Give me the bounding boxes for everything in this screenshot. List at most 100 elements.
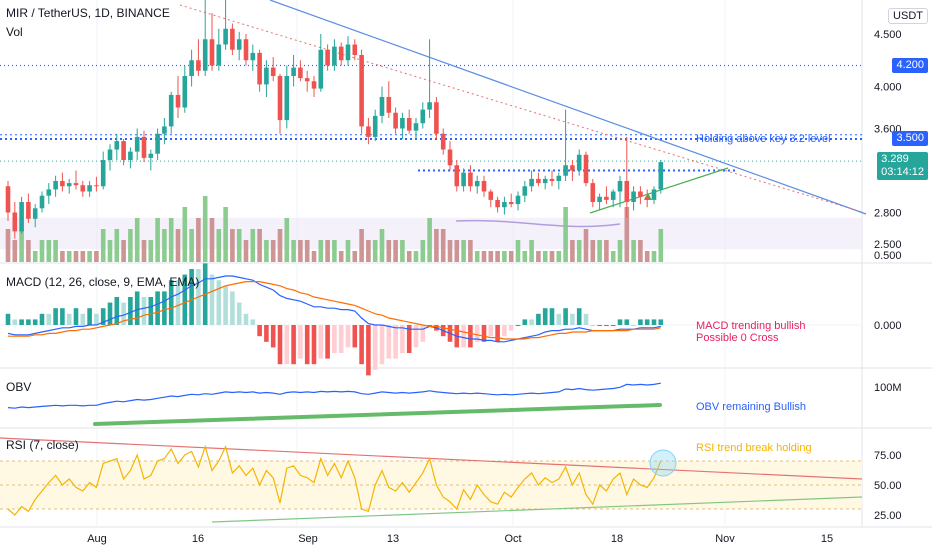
volume-bar	[379, 229, 385, 262]
volume-label[interactable]: Vol	[6, 25, 23, 39]
candle-body	[277, 76, 283, 121]
macd-histogram-bar	[359, 325, 364, 365]
symbol-title[interactable]: MIR / TetherUS, 1D, BINANCE	[6, 6, 170, 20]
volume-bar	[590, 240, 596, 262]
macd-histogram-bar	[304, 325, 310, 365]
rsi-title[interactable]: RSI (7, close)	[6, 438, 79, 452]
macd-histogram-bar	[32, 319, 38, 325]
candle-body	[372, 115, 378, 137]
macd-histogram-bar	[495, 325, 500, 342]
macd-histogram-bar	[216, 280, 222, 325]
macd-histogram-bar	[624, 319, 630, 325]
obv-title[interactable]: OBV	[6, 380, 32, 394]
macd-histogram-bar	[5, 313, 11, 325]
candle-body	[26, 202, 31, 219]
macd-histogram-bar	[563, 308, 568, 325]
volume-bar	[549, 251, 555, 262]
macd-histogram-bar	[366, 325, 371, 376]
candle-body	[19, 202, 24, 232]
candle-body	[39, 195, 45, 209]
volume-bar	[155, 218, 160, 262]
candle-body	[468, 172, 473, 187]
candle-body	[304, 78, 310, 82]
candle-body	[155, 133, 160, 154]
volume-bar	[223, 207, 228, 262]
macd-histogram-bar	[474, 325, 480, 342]
macd-axis-tick: 0.000	[874, 320, 902, 332]
volume-bar	[87, 251, 92, 262]
macd-histogram-bar	[291, 325, 296, 365]
time-axis-label: 16	[192, 533, 204, 545]
currency-label: USDT	[893, 10, 923, 22]
volume-bar	[563, 207, 568, 262]
moving-average-line	[455, 219, 621, 228]
candle-body	[318, 49, 324, 89]
currency-button[interactable]: USDT	[888, 8, 928, 24]
candle-body	[32, 208, 38, 219]
macd-histogram-bar	[651, 319, 657, 325]
macd-histogram-bar	[427, 325, 432, 326]
volume-bar	[196, 218, 201, 262]
volume-bar	[440, 229, 446, 262]
candle-body	[624, 181, 630, 202]
macd-histogram-bar	[121, 302, 126, 325]
volume-bar	[318, 240, 324, 262]
candle-body	[121, 141, 126, 160]
volume-bar	[372, 240, 378, 262]
macd-histogram-bar	[270, 325, 276, 348]
macd-histogram-bar	[39, 313, 45, 325]
macd-histogram-bar	[420, 325, 426, 342]
macd-histogram-bar	[168, 280, 174, 325]
macd-histogram-bar	[468, 325, 473, 348]
macd-histogram-bar	[515, 325, 521, 326]
last-price-label: 3.289 03:14:12	[877, 152, 928, 181]
volume-bar	[175, 229, 181, 262]
macd-histogram-bar	[481, 325, 487, 342]
volume-bar	[134, 218, 140, 262]
price-annotation: Holding above key 3.2 level	[696, 133, 831, 145]
macd-annotation-line1: MACD trending bullish	[696, 320, 806, 332]
candle-body	[291, 67, 296, 76]
volume-bar	[393, 240, 398, 262]
candle-body	[583, 154, 589, 184]
candle-body	[638, 191, 643, 197]
macd-title[interactable]: MACD (12, 26, close, 9, EMA, EMA)	[6, 275, 200, 289]
volume-bar	[359, 229, 364, 262]
macd-histogram-bar	[318, 325, 324, 359]
candle-body	[386, 97, 392, 113]
candle-body	[570, 165, 575, 171]
volume-bar	[73, 251, 79, 262]
candle-body	[440, 133, 446, 150]
volume-bar	[60, 251, 65, 262]
volume-bar	[502, 251, 507, 262]
macd-histogram-bar	[66, 313, 72, 325]
volume-bar	[447, 240, 453, 262]
candle-body	[644, 196, 650, 200]
macd-histogram-bar	[26, 319, 31, 325]
macd-histogram-bar	[182, 274, 188, 325]
macd-histogram-bar	[508, 325, 514, 331]
candle-body	[12, 212, 18, 232]
volume-bar	[352, 251, 358, 262]
candle-body	[5, 186, 11, 213]
candle-body	[536, 178, 541, 184]
rsi-line	[7, 444, 662, 516]
candle-body	[332, 46, 337, 66]
macd-histogram-bar	[209, 274, 215, 325]
time-axis-label: 18	[611, 533, 623, 545]
volume-bar	[121, 240, 126, 262]
candle-body	[107, 149, 113, 160]
candle-body	[230, 28, 235, 50]
macd-histogram-bar	[175, 280, 181, 325]
candle-body	[549, 178, 555, 181]
candle-body	[529, 178, 534, 187]
volume-bar	[651, 251, 657, 262]
volume-bar	[345, 240, 351, 262]
rsi-axis-tick: 50.00	[874, 480, 902, 492]
volume-bar	[114, 229, 120, 262]
volume-bar	[624, 207, 630, 262]
candle-body	[243, 39, 249, 61]
volume-bar	[481, 251, 487, 262]
